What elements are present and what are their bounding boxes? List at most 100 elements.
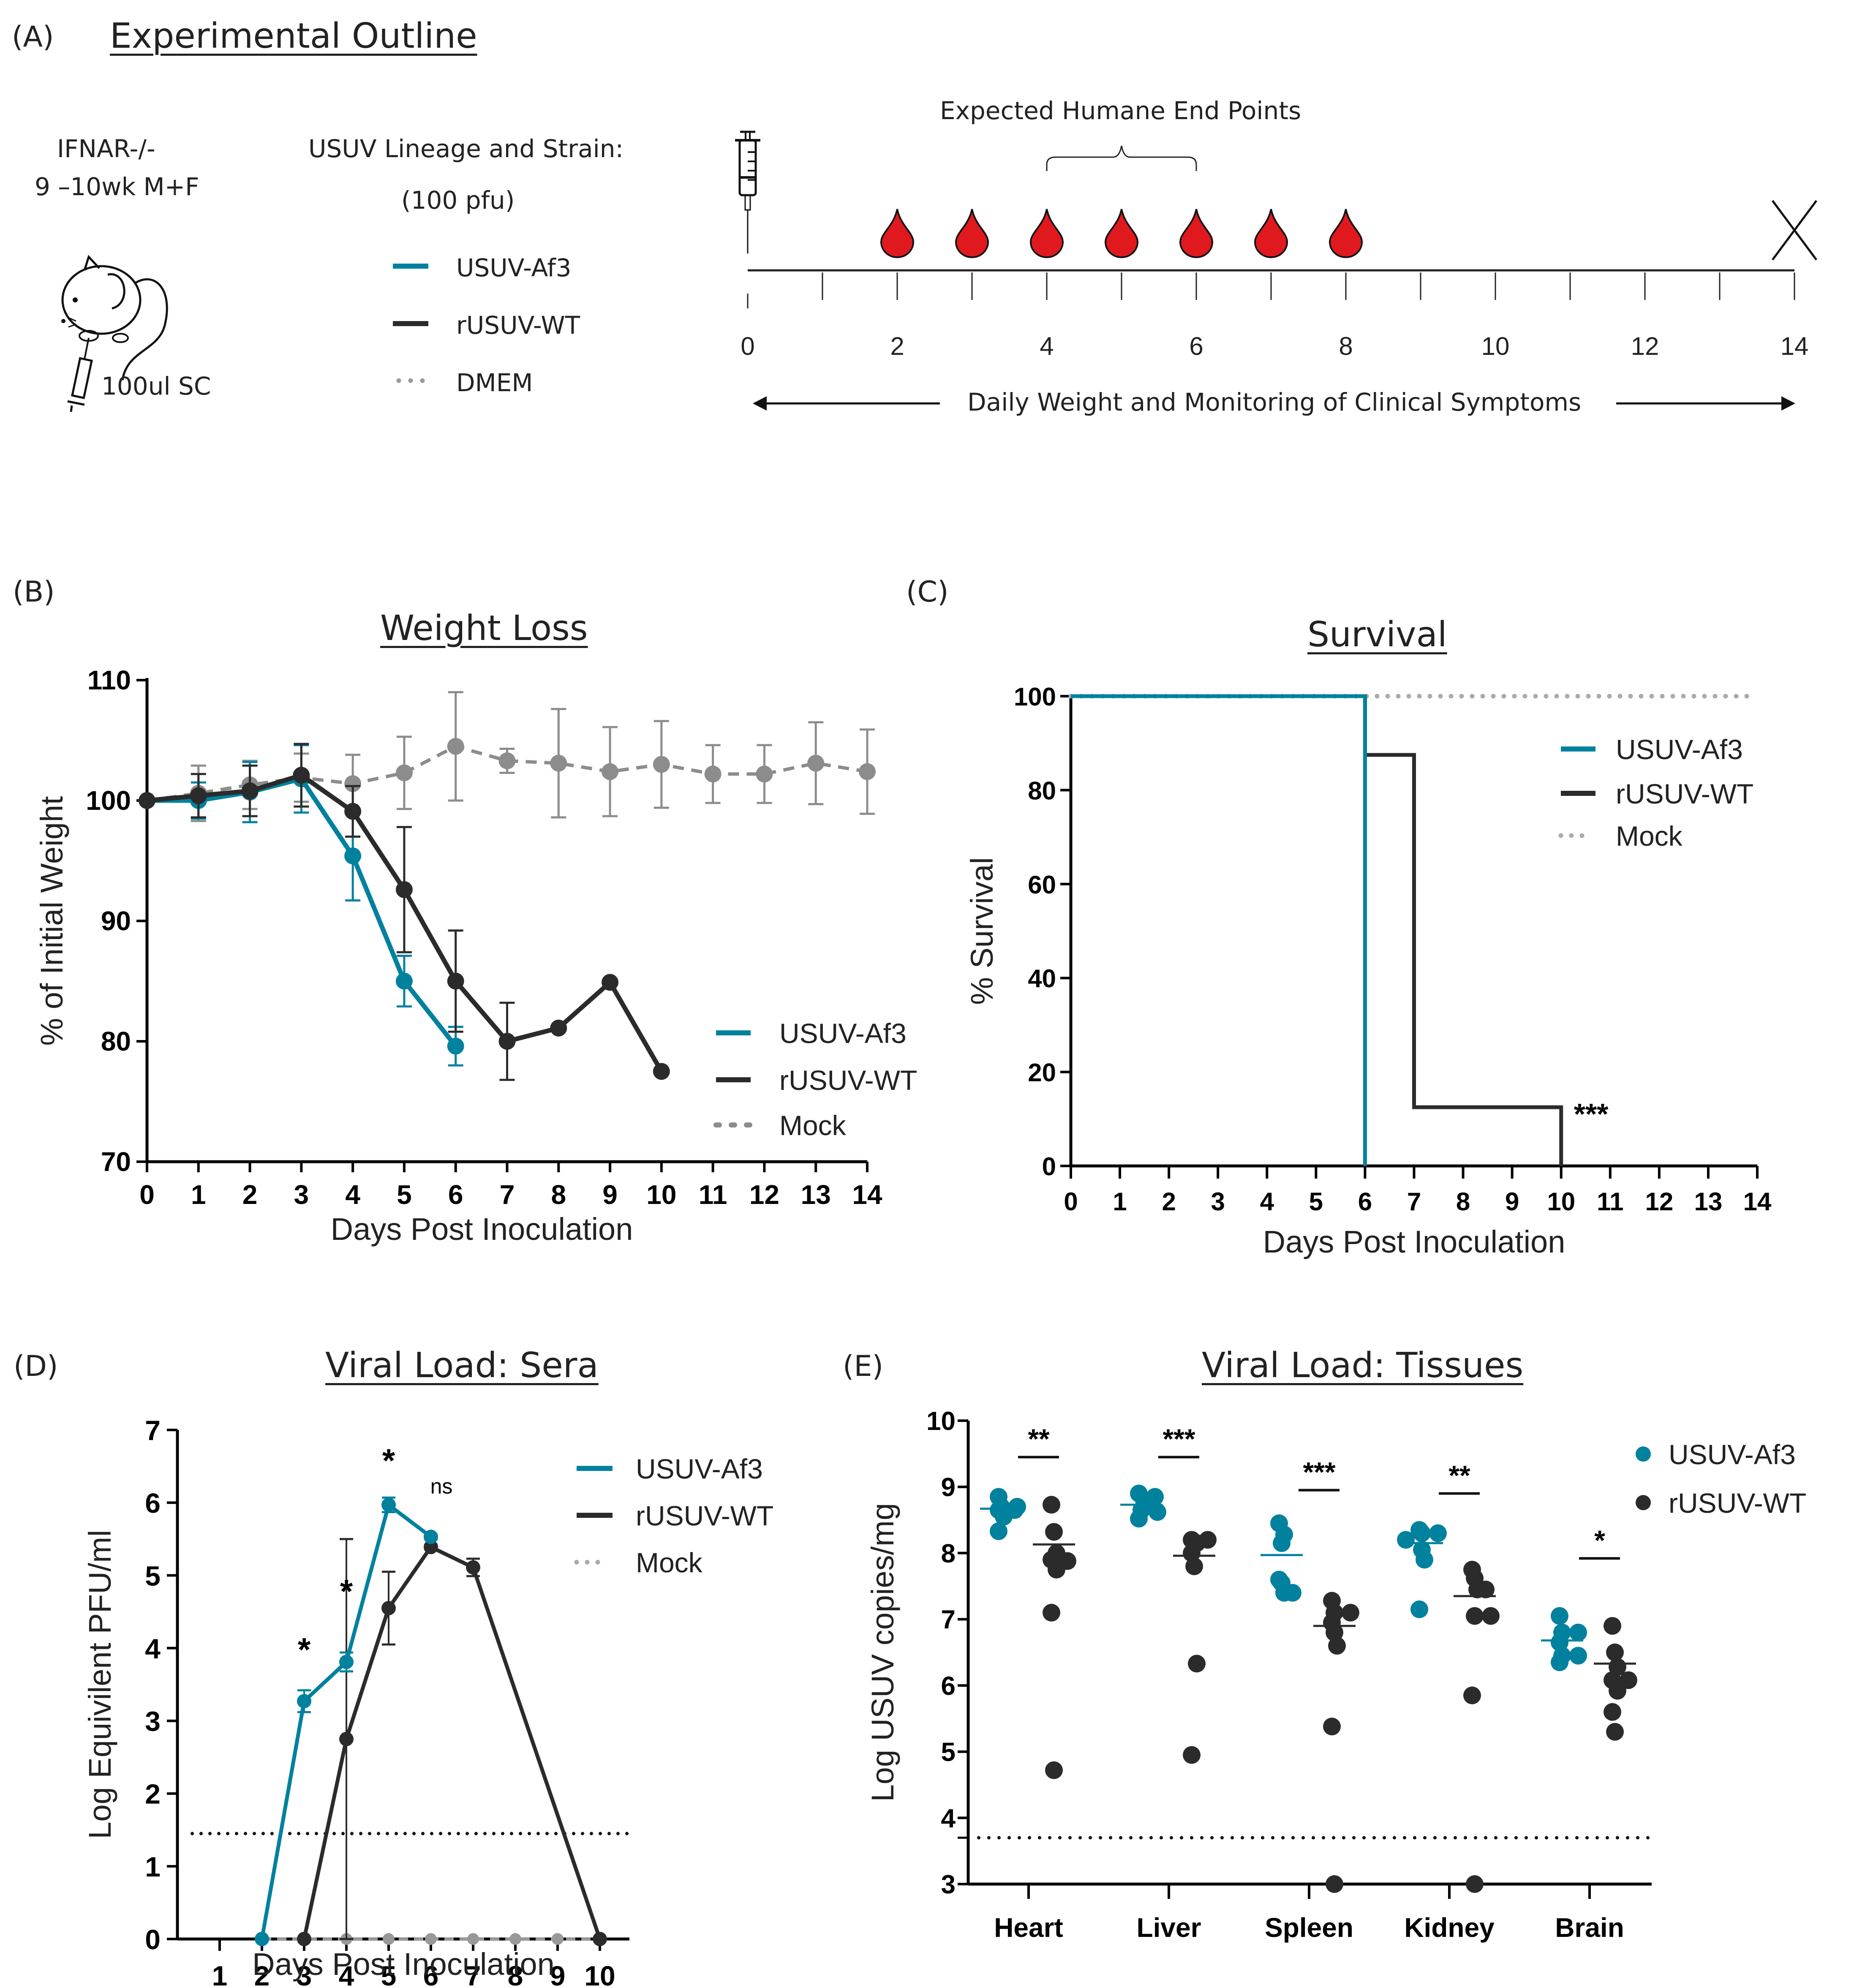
data-point: [1397, 1531, 1415, 1549]
viral-load-tissues-chart: 3 4 5 6 7 8 9 10 Log USUV copies/mg Heart ** Liver *…: [865, 1407, 1806, 1943]
legend-label: USUV-Af3: [1669, 1439, 1796, 1470]
x-tick-label: 14: [1743, 1187, 1772, 1216]
data-point: [498, 752, 516, 769]
x-tick-label: 7: [1407, 1187, 1421, 1216]
x-tick-label: 4: [1260, 1187, 1274, 1216]
injection-syringe-icon: [67, 338, 93, 412]
data-point: [293, 767, 310, 784]
blood-drop-icon: [1029, 209, 1064, 258]
x-tick-label: 1: [1113, 1187, 1127, 1216]
timeline-tick-label: 0: [741, 332, 754, 360]
legend-swatch-dmem: [393, 378, 428, 384]
x-tick-label: 2: [1162, 1187, 1176, 1216]
strain-header: USUV Lineage and Strain:: [308, 134, 624, 163]
data-point: [1130, 1509, 1148, 1528]
data-point: [1048, 1560, 1065, 1579]
x-tick-label: 8: [1456, 1187, 1470, 1216]
x-axis-label: Days Post Inoculation: [252, 1947, 555, 1982]
x-tick-label: 2: [242, 1179, 258, 1210]
data-point: [1328, 1637, 1346, 1655]
data-point: [990, 1522, 1007, 1540]
data-point: [467, 1933, 479, 1945]
legend-label: rUSUV-WT: [636, 1500, 773, 1531]
y-tick-label: 3: [145, 1706, 161, 1737]
syringe-barrel: [738, 139, 757, 196]
x-tick-label: 0: [1064, 1187, 1078, 1216]
x-tick-label: 7: [500, 1179, 515, 1210]
data-point: [1477, 1580, 1495, 1599]
x-tick-label: 5: [397, 1179, 412, 1210]
legend-label: Mock: [636, 1547, 703, 1578]
panel-b-title: Weight Loss: [380, 608, 588, 648]
x-tick-label: 6: [448, 1179, 463, 1210]
data-point: [383, 1933, 395, 1945]
data-point: [1326, 1875, 1343, 1893]
series-line: [1071, 694, 1367, 1166]
data-point: [552, 1933, 564, 1945]
data-point: [1551, 1633, 1568, 1651]
data-point: [1045, 1523, 1063, 1541]
x-tick-label: 4: [339, 1960, 354, 1988]
y-tick-label: 100: [1014, 683, 1056, 711]
data-point: [807, 754, 825, 772]
x-tick-label: 11: [699, 1179, 727, 1210]
panel-d-title: Viral Load: Sera: [325, 1345, 599, 1386]
legend-marker: [1636, 1446, 1651, 1462]
data-point: [447, 1038, 464, 1055]
data-point: [447, 738, 464, 755]
x-tick-label: 3: [297, 1960, 312, 1988]
data-point: [509, 1933, 521, 1945]
data-point: [1410, 1600, 1428, 1618]
x-tick-label: 6: [423, 1960, 439, 1988]
x-tick-label: 11: [1597, 1187, 1623, 1216]
x-tick-label: 10: [646, 1179, 676, 1210]
y-tick-label: 4: [145, 1633, 161, 1664]
y-tick-label: 110: [87, 665, 131, 695]
blood-drop-icon: [1254, 209, 1288, 258]
category-label: Liver: [1137, 1912, 1201, 1943]
data-point: [425, 1933, 437, 1945]
series-line: [1363, 696, 1563, 1166]
significance-annotation: *: [382, 1442, 395, 1479]
legend-label: USUV-Af3: [779, 1018, 907, 1049]
x-tick-label: 1: [191, 1179, 206, 1210]
y-tick-label: 90: [101, 906, 131, 936]
legend-marker: [1636, 1495, 1651, 1510]
injection-label: 100ul SC: [101, 372, 211, 400]
data-point: [424, 1530, 438, 1544]
y-tick-label: 20: [1028, 1059, 1056, 1087]
data-point: [1463, 1686, 1481, 1705]
legend-label: rUSUV-WT: [456, 311, 580, 340]
x-tick-label: 2: [254, 1960, 270, 1988]
data-point: [1183, 1544, 1201, 1562]
y-tick-label: 6: [145, 1487, 161, 1519]
x-tick-label: 10: [584, 1960, 615, 1988]
monitoring-label: Daily Weight and Monitoring of Clinical …: [959, 388, 1590, 417]
x-tick-label: 0: [139, 1179, 155, 1210]
significance-annotation: ***: [1303, 1457, 1335, 1488]
data-point: [1275, 1525, 1293, 1544]
data-point: [1188, 1655, 1206, 1673]
blood-drop-icon: [1329, 209, 1363, 258]
data-point: [1416, 1551, 1433, 1569]
legend-swatch-wt: [393, 321, 428, 326]
x-axis-label: Days Post Inoculation: [1263, 1224, 1566, 1259]
y-axis-label: % Survival: [964, 857, 999, 1005]
data-point: [395, 764, 413, 782]
significance-annotation: ***: [1163, 1423, 1195, 1454]
data-point: [1413, 1524, 1431, 1542]
significance-annotation: *: [298, 1631, 311, 1668]
category-label: Heart: [994, 1912, 1063, 1943]
data-point: [297, 1694, 311, 1709]
data-point: [756, 765, 773, 783]
x-tick-label: 13: [1694, 1187, 1723, 1216]
y-tick-label: 7: [145, 1415, 161, 1446]
syringe-hub: [744, 194, 751, 211]
timeline-tick-label: 12: [1631, 332, 1659, 360]
legend-label: DMEM: [456, 368, 533, 397]
category-label: Kidney: [1404, 1912, 1495, 1943]
data-point: [466, 1560, 480, 1575]
legend-swatch-af3: [393, 264, 428, 269]
mouse-strain-label: IFNAR-/-: [57, 134, 155, 163]
